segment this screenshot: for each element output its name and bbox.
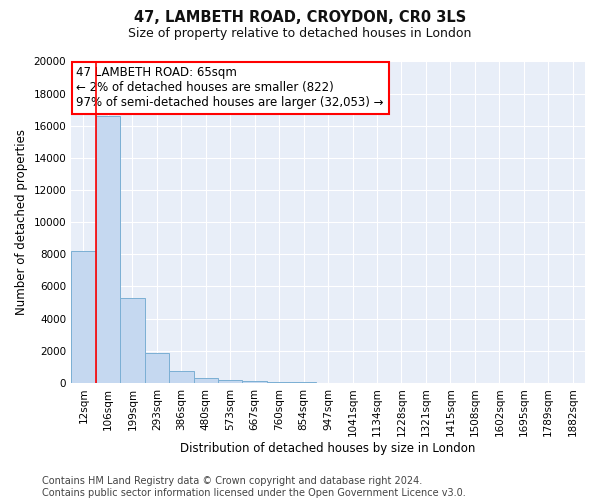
Bar (267, 382, 292, 383)
X-axis label: Distribution of detached houses by size in London: Distribution of detached houses by size … (181, 442, 476, 455)
Bar (71, 251, 95, 383)
Y-axis label: Number of detached properties: Number of detached properties (15, 129, 28, 315)
Text: 47, LAMBETH ROAD, CROYDON, CR0 3LS: 47, LAMBETH ROAD, CROYDON, CR0 3LS (134, 10, 466, 25)
Bar (169, 371, 194, 383)
Bar (145, 353, 169, 383)
Text: Contains HM Land Registry data © Crown copyright and database right 2024.
Contai: Contains HM Land Registry data © Crown c… (42, 476, 466, 498)
Bar (95, 116, 120, 383)
Bar (194, 378, 218, 383)
Bar (242, 381, 267, 383)
Text: 47 LAMBETH ROAD: 65sqm
← 2% of detached houses are smaller (822)
97% of semi-det: 47 LAMBETH ROAD: 65sqm ← 2% of detached … (76, 66, 384, 110)
Bar (218, 380, 242, 383)
Bar (120, 298, 145, 383)
Text: Size of property relative to detached houses in London: Size of property relative to detached ho… (128, 28, 472, 40)
